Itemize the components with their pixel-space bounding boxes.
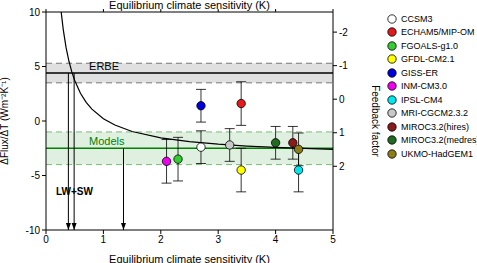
svg-text:2: 2	[339, 161, 345, 172]
html-text:GFDL-CM2.1: GFDL-CM2.1	[401, 54, 455, 65]
svg-text:2: 2	[158, 234, 164, 245]
svg-text:10: 10	[29, 7, 41, 18]
html-text:LW+SW: LW+SW	[56, 186, 93, 197]
svg-text:Equilibrium climate sensitivit: Equilibrium climate sensitivity (K)	[109, 253, 270, 263]
svg-text:ΔFlux/ΔT (Wm⁻²K⁻¹): ΔFlux/ΔT (Wm⁻²K⁻¹)	[8, 77, 10, 165]
svg-text:5: 5	[330, 234, 336, 245]
svg-text:-5: -5	[31, 170, 40, 181]
svg-text:1: 1	[339, 127, 345, 138]
svg-text:Feedback factor: Feedback factor	[370, 85, 381, 157]
html-text:GISS-ER: GISS-ER	[401, 67, 438, 78]
svg-text:4: 4	[273, 234, 279, 245]
html-text:FGOALS-g1.0: FGOALS-g1.0	[401, 40, 458, 51]
svg-text:3: 3	[215, 234, 221, 245]
html-text:ECHAM5/MIP-OM: ECHAM5/MIP-OM	[401, 27, 475, 38]
svg-text:-10: -10	[26, 225, 41, 236]
html-text:MRI-CGCM2.3.2: MRI-CGCM2.3.2	[401, 108, 468, 119]
svg-text:0: 0	[34, 116, 40, 127]
svg-text:0: 0	[339, 94, 345, 105]
html-text:IPSL-CM4: IPSL-CM4	[401, 94, 443, 105]
html-text:UKMO-HadGEM1: UKMO-HadGEM1	[401, 148, 473, 159]
html-text:Equilibrium climate sensitivit: Equilibrium climate sensitivity (K)	[109, 0, 270, 11]
html-text:CCSM3: CCSM3	[401, 13, 433, 24]
html-text:INM-CM3.0: INM-CM3.0	[401, 81, 447, 92]
svg-text:-1: -1	[339, 60, 348, 71]
svg-text:5: 5	[34, 61, 40, 72]
svg-text:0: 0	[43, 234, 49, 245]
svg-text:-2: -2	[339, 27, 348, 38]
svg-text:Models: Models	[89, 135, 125, 147]
svg-text:1: 1	[101, 234, 107, 245]
svg-text:ERBE: ERBE	[89, 60, 119, 72]
html-text:MIROC3.2(hires): MIROC3.2(hires)	[401, 121, 469, 132]
